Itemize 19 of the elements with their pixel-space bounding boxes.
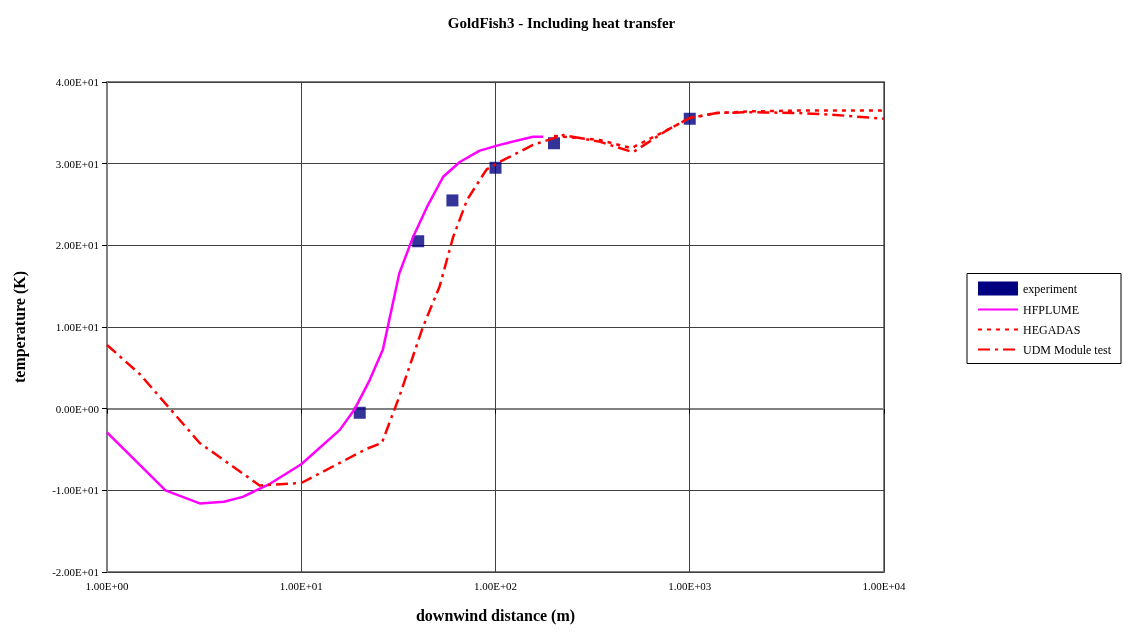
legend-label: UDM Module test [1023,342,1112,357]
y-axis-title: temperature (K) [10,270,29,384]
y-tick-label: 4.00E+01 [55,76,99,88]
legend-label: experiment [1023,281,1078,296]
x-tick-label: 1.00E+02 [473,579,518,592]
x-axis-title: downwind distance (m) [415,606,576,625]
x-tick-label: 1.00E+01 [279,579,323,592]
legend-label: HEGADAS [1023,322,1081,337]
x-tick-label: 1.00E+04 [862,579,907,592]
chart-title: GoldFish3 - Including heat transfer [447,14,676,31]
x-tick-label: 1.00E+03 [668,579,712,592]
legend-label: HFPLUME [1023,302,1080,317]
y-tick-label: -1.00E+01 [52,484,99,497]
x-tick-label: 1.00E+00 [85,579,130,592]
y-tick-label: 3.00E+01 [55,157,99,170]
y-tick-label: 2.00E+01 [55,239,99,252]
y-tick-label: -2.00E+01 [52,566,99,578]
y-tick-label: 0.00E+00 [55,402,100,415]
y-tick-label: 1.00E+01 [55,321,99,333]
